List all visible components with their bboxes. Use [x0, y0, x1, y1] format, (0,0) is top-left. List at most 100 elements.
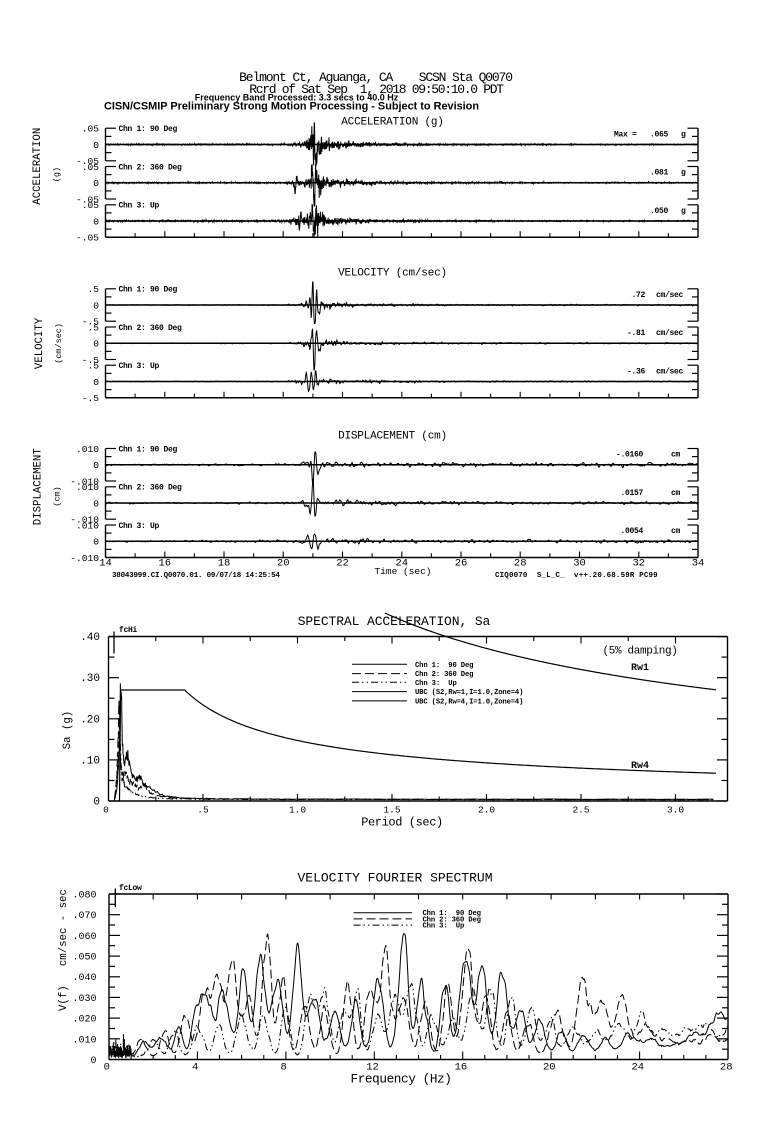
svg-text:.72: .72 — [631, 291, 645, 300]
svg-text:.010: .010 — [76, 482, 99, 493]
svg-text:.05: .05 — [82, 124, 100, 135]
svg-text:12: 12 — [366, 1062, 379, 1074]
svg-text:1.5: 1.5 — [383, 805, 400, 816]
svg-text:cm/sec: cm/sec — [656, 291, 684, 300]
svg-text:-.36: -.36 — [627, 367, 646, 376]
svg-text:0: 0 — [90, 1056, 96, 1067]
svg-text:Sa (g): Sa (g) — [62, 711, 74, 749]
svg-text:Frequency (Hz): Frequency (Hz) — [351, 1072, 452, 1087]
svg-text:16: 16 — [158, 558, 171, 570]
svg-text:Chn 3: Up: Chn 3: Up — [415, 680, 457, 688]
svg-text:Period (sec): Period (sec) — [361, 816, 443, 830]
svg-text:Chn 1: 90 Deg: Chn 1: 90 Deg — [119, 125, 178, 134]
svg-text:20: 20 — [543, 1062, 556, 1074]
svg-text:Chn 3: Up: Chn 3: Up — [119, 202, 160, 211]
svg-text:.30: .30 — [80, 673, 100, 685]
svg-text:SPECTRAL ACCELERATION, Sa: SPECTRAL ACCELERATION, Sa — [298, 614, 491, 629]
svg-text:-.5: -.5 — [82, 355, 100, 366]
svg-text:Chn 2: 360 Deg: Chn 2: 360 Deg — [119, 163, 183, 172]
svg-text:.0157: .0157 — [620, 489, 643, 498]
svg-text:0: 0 — [93, 797, 100, 809]
svg-text:.080: .080 — [72, 891, 96, 902]
svg-text:.040: .040 — [72, 973, 96, 984]
svg-text:3.0: 3.0 — [667, 805, 684, 816]
svg-text:0: 0 — [103, 805, 109, 816]
svg-text:.5: .5 — [87, 284, 99, 295]
svg-text:Time (sec): Time (sec) — [374, 566, 431, 577]
svg-text:.010: .010 — [72, 1035, 96, 1046]
svg-text:0: 0 — [93, 498, 99, 509]
svg-text:.010: .010 — [76, 444, 99, 455]
svg-text:VELOCITY FOURIER SPECTRUM: VELOCITY FOURIER SPECTRUM — [297, 871, 492, 886]
svg-text:.40: .40 — [80, 632, 100, 644]
svg-text:-.0160: -.0160 — [616, 451, 644, 460]
svg-text:ACCELERATION: ACCELERATION — [32, 128, 44, 205]
svg-text:2.0: 2.0 — [478, 805, 495, 816]
svg-text:28: 28 — [514, 558, 527, 570]
svg-text:cm/sec: cm/sec — [656, 367, 684, 376]
svg-text:-.05: -.05 — [76, 194, 99, 205]
svg-text:g: g — [681, 169, 686, 178]
svg-text:-.010: -.010 — [70, 553, 99, 564]
svg-text:.10: .10 — [80, 755, 100, 767]
svg-text:DISPLACEMENT (cm): DISPLACEMENT (cm) — [338, 430, 447, 442]
svg-text:26: 26 — [455, 558, 468, 570]
svg-text:38043999.CI.Q0070.01. 09/07/18: 38043999.CI.Q0070.01. 09/07/18 14:25:54 — [112, 572, 280, 580]
svg-text:4: 4 — [192, 1062, 198, 1074]
svg-text:(g): (g) — [52, 167, 62, 182]
svg-text:Chn 3: Up: Chn 3: Up — [119, 522, 160, 531]
svg-text:-.010: -.010 — [70, 476, 99, 487]
svg-text:CIQ0070 S_L_C_ v++.20.68.59R: CIQ0070 S_L_C_ v++.20.68.59R PC99 — [495, 572, 658, 580]
svg-text:28: 28 — [720, 1062, 733, 1074]
svg-text:0: 0 — [93, 300, 99, 311]
svg-text:Chn 1: 90 Deg: Chn 1: 90 Deg — [423, 910, 481, 918]
svg-text:2.5: 2.5 — [572, 805, 589, 816]
svg-text:0: 0 — [93, 140, 99, 151]
svg-text:UBC (S2,Rw=1,I=1.0,Zone=4): UBC (S2,Rw=1,I=1.0,Zone=4) — [415, 689, 523, 697]
svg-text:Chn 2: 360 Deg: Chn 2: 360 Deg — [119, 324, 183, 333]
svg-text:Frequency Band Processed: 3.3: Frequency Band Processed: 3.3 secs to 40… — [195, 93, 399, 103]
svg-text:(5% damping): (5% damping) — [602, 646, 677, 658]
svg-text:.05: .05 — [82, 162, 100, 173]
svg-text:-.5: -.5 — [82, 317, 100, 328]
svg-text:cm: cm — [671, 489, 681, 498]
svg-text:Chn 1: 90 Deg: Chn 1: 90 Deg — [119, 445, 178, 454]
svg-text:-.010: -.010 — [70, 515, 99, 526]
svg-text:.065: .065 — [650, 130, 669, 139]
svg-text:.030: .030 — [72, 994, 96, 1005]
svg-text:VELOCITY: VELOCITY — [34, 317, 46, 369]
svg-text:Chn 2: 360 Deg: Chn 2: 360 Deg — [415, 671, 473, 679]
svg-text:.070: .070 — [72, 911, 96, 922]
svg-text:.081: .081 — [650, 169, 669, 178]
svg-text:1.0: 1.0 — [289, 805, 306, 816]
svg-text:Chn 2: 360 Deg: Chn 2: 360 Deg — [119, 484, 183, 493]
svg-text:Chn 1: 90 Deg: Chn 1: 90 Deg — [119, 286, 178, 295]
svg-text:ACCELERATION (g): ACCELERATION (g) — [341, 116, 443, 128]
svg-text:16: 16 — [455, 1062, 468, 1074]
svg-text:.5: .5 — [197, 805, 209, 816]
svg-text:-.5: -.5 — [82, 393, 100, 404]
svg-text:0: 0 — [93, 377, 99, 388]
svg-text:UBC (S2,Rw=4,I=1.0,Zone=4): UBC (S2,Rw=4,I=1.0,Zone=4) — [415, 698, 523, 706]
svg-text:cm/sec: cm/sec — [656, 329, 684, 338]
svg-text:14: 14 — [99, 558, 112, 570]
svg-text:0: 0 — [93, 537, 99, 548]
svg-text:.5: .5 — [87, 322, 99, 333]
svg-text:0: 0 — [93, 460, 99, 471]
svg-text:0: 0 — [104, 1062, 110, 1074]
svg-text:.060: .060 — [72, 932, 96, 943]
svg-text:8: 8 — [281, 1062, 287, 1074]
svg-text:.050: .050 — [650, 207, 669, 216]
svg-text:Rcrd of Sat Sep 1, 2018 09:50: Rcrd of Sat Sep 1, 2018 09:50:10.0 PDT — [249, 82, 504, 97]
svg-text:cm: cm — [671, 527, 681, 536]
svg-text:V(f) cm/sec - sec: V(f) cm/sec - sec — [58, 889, 70, 1011]
svg-text:24: 24 — [631, 1062, 644, 1074]
svg-text:30: 30 — [573, 558, 586, 570]
svg-text:Max =: Max = — [614, 130, 637, 139]
svg-text:-.81: -.81 — [627, 329, 646, 338]
svg-text:.5: .5 — [87, 361, 99, 372]
svg-text:CISN/CSMIP Preliminary Strong: CISN/CSMIP Preliminary Strong Motion Pro… — [104, 101, 479, 113]
svg-text:Rw4: Rw4 — [631, 761, 649, 772]
svg-text:DISPLACEMENT: DISPLACEMENT — [33, 448, 45, 526]
svg-text:(cm/sec): (cm/sec) — [54, 323, 64, 364]
